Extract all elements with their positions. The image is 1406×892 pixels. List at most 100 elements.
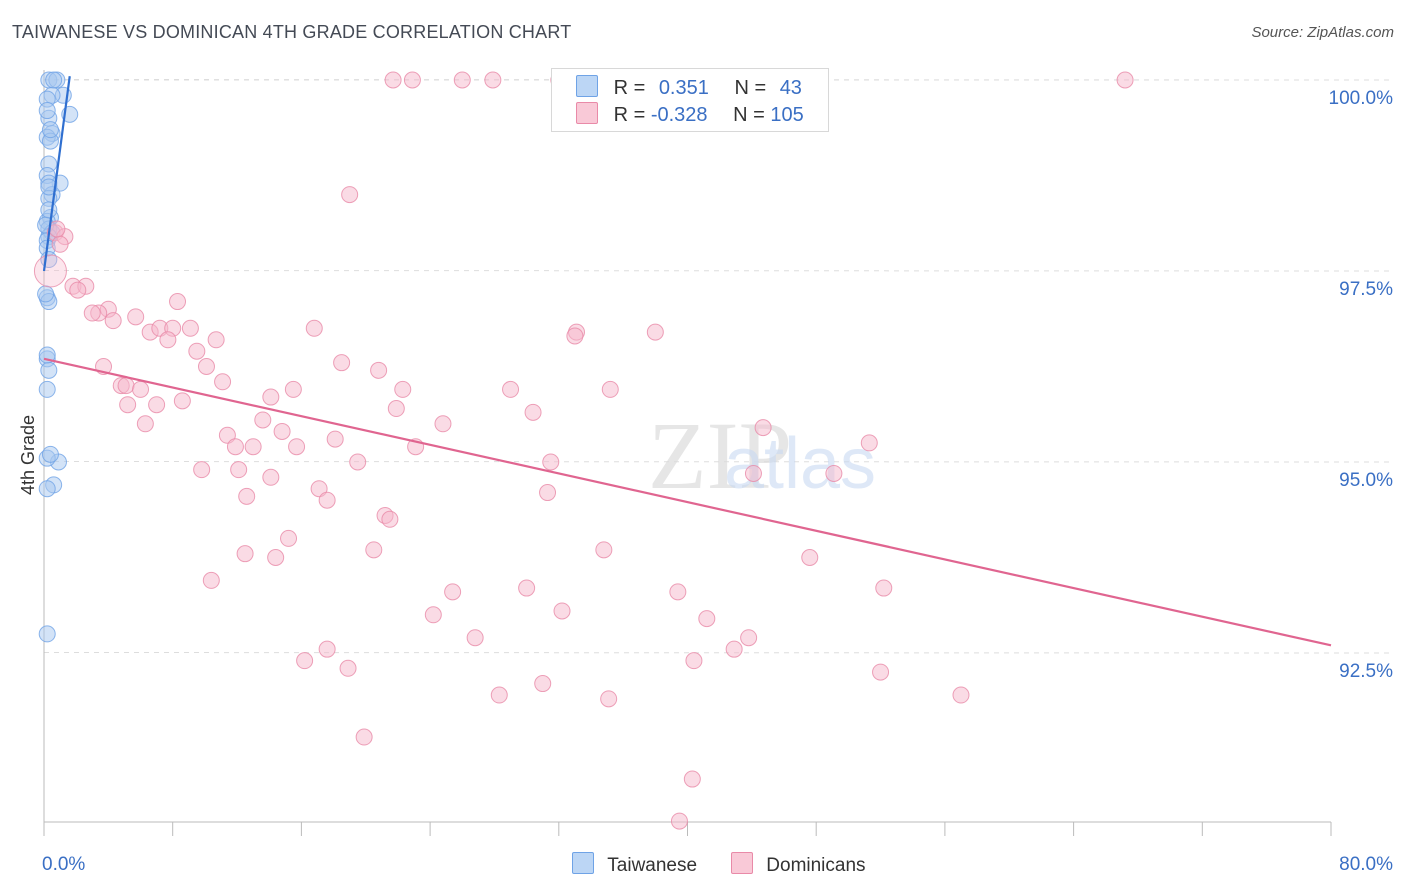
dominican-point-10 <box>83 304 101 322</box>
taiwanese-point-40 <box>41 445 59 463</box>
dominican-point-37 <box>601 380 619 398</box>
dominican-point-15 <box>169 293 187 311</box>
dominican-point-21 <box>305 319 323 337</box>
dominican-point-41 <box>387 400 405 418</box>
dominican-point-17 <box>181 319 199 337</box>
dominican-point-61 <box>825 464 843 482</box>
dominican-point-90 <box>534 675 552 693</box>
dominican-point-20 <box>188 342 206 360</box>
dominican-point-73 <box>801 549 819 566</box>
dominican-point-76 <box>669 583 687 601</box>
legend-row-taiwanese: R = 0.351 N = 43 <box>576 75 802 101</box>
dominican-point-48 <box>273 422 291 440</box>
dominican-point-57 <box>349 453 367 471</box>
dominican-point-39 <box>148 396 166 414</box>
dominican-point-30 <box>132 380 150 398</box>
legend-n-label: N = <box>734 77 772 99</box>
taiwanese-point-41 <box>37 285 55 303</box>
taiwanese-point-39 <box>38 346 56 364</box>
dominican-point-64 <box>238 487 256 505</box>
dominican-point-12 <box>127 308 145 326</box>
dominican-trend-line <box>43 357 1332 647</box>
dominican-point-87 <box>685 652 703 670</box>
dominican-point-83 <box>740 629 758 647</box>
dominican-point-92 <box>600 690 618 708</box>
data-points <box>33 71 1134 830</box>
legend-swatch-taiwanese <box>576 75 598 97</box>
dominican-point-69 <box>236 545 254 563</box>
dominican-point-98 <box>384 71 402 89</box>
dominican-point-96 <box>670 812 688 830</box>
dominican-point-63 <box>539 484 557 502</box>
dominican-point-56 <box>230 461 248 479</box>
dominican-point-77 <box>444 583 462 601</box>
bottom-legend-taiwanese: Taiwanese <box>572 852 697 877</box>
dominican-point-25 <box>566 327 584 345</box>
y-tick-label-3: 100.0% <box>1329 88 1394 109</box>
dominican-point-60 <box>744 464 762 482</box>
dominican-point-23 <box>370 361 388 379</box>
dominican-point-54 <box>860 434 878 452</box>
dominican-point-89 <box>872 663 890 681</box>
dominican-point-79 <box>553 602 571 620</box>
taiwanese-point-42 <box>40 178 58 196</box>
source-label: Source: ZipAtlas.com <box>1251 24 1394 41</box>
x-tick-label-max: 80.0% <box>1339 854 1393 875</box>
dominican-point-86 <box>296 652 314 670</box>
taiwanese-point-33 <box>38 625 56 643</box>
dominican-point-94 <box>355 728 373 746</box>
dominican-point-51 <box>244 438 262 456</box>
dominican-point-75 <box>518 579 536 597</box>
gridlines <box>43 79 1393 654</box>
legend-n-label: N = <box>733 104 771 126</box>
dominican-point-3 <box>51 235 69 253</box>
dominican-point-11 <box>104 312 122 330</box>
dominican-point-91 <box>490 686 508 704</box>
dominican-point-43 <box>136 415 154 433</box>
gridline-y-2 <box>43 270 1393 272</box>
dominican-point-95 <box>683 770 701 788</box>
dominican-point-49 <box>326 430 344 448</box>
taiwanese-point-36 <box>45 71 63 89</box>
y-tick-label-2: 97.5% <box>1339 279 1393 300</box>
taiwanese-point-35 <box>41 121 59 139</box>
dominican-point-84 <box>318 640 336 658</box>
dominican-point-35 <box>394 380 412 398</box>
taiwanese-point-38 <box>40 201 58 219</box>
dominican-point-72 <box>595 541 613 559</box>
dominican-point-103 <box>1116 71 1134 89</box>
y-tick-label-0: 92.5% <box>1339 661 1393 682</box>
dominican-point-88 <box>339 659 357 677</box>
dominican-point-68 <box>280 529 298 547</box>
bottom-legend-label: Dominicans <box>766 855 866 876</box>
dominican-point-97 <box>341 186 359 204</box>
legend-n-value: 43 <box>779 77 802 99</box>
dominican-point-101 <box>484 71 502 89</box>
dominican-point-34 <box>284 380 302 398</box>
dominican-point-67 <box>381 510 399 528</box>
dominican-point-78 <box>875 579 893 597</box>
dominican-point-81 <box>698 610 716 628</box>
dominican-point-85 <box>725 640 743 658</box>
dominican-point-26 <box>646 323 664 341</box>
legend-r-label: R = <box>613 77 651 99</box>
trend-lines <box>42 76 1332 647</box>
bottom-swatch-taiwanese <box>572 852 594 874</box>
watermark: ZIP <box>648 402 792 509</box>
dominican-point-46 <box>754 419 772 437</box>
bottom-legend-label: Taiwanese <box>607 855 698 876</box>
bottom-swatch-dominicans <box>731 852 753 874</box>
dominican-point-19 <box>207 331 225 349</box>
dominican-point-32 <box>214 373 232 391</box>
y-tick-label-1: 95.0% <box>1339 470 1393 491</box>
legend-swatch-dominicans <box>576 102 598 124</box>
x-tick-label-min: 0.0% <box>42 854 85 875</box>
dominican-point-50 <box>226 438 244 456</box>
y-axis-title: 4th Grade <box>18 415 38 495</box>
taiwanese-point-27 <box>40 361 58 379</box>
dominican-point-58 <box>542 453 560 471</box>
dominican-point-74 <box>202 571 220 589</box>
dominican-point-59 <box>262 468 280 486</box>
dominican-point-99 <box>403 71 421 89</box>
